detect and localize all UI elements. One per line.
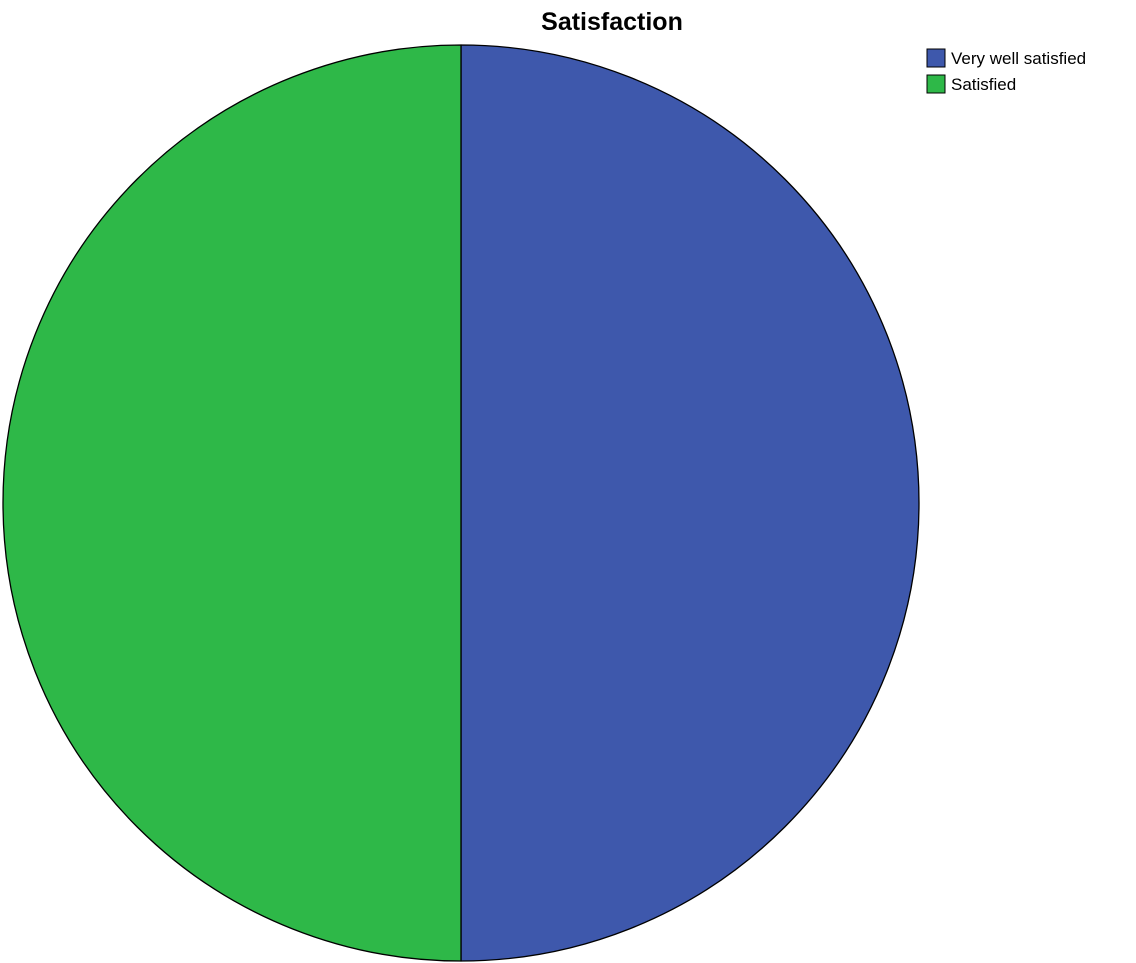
pie-slice-satisfied: [2, 44, 462, 962]
legend-label-very-well-satisfied: Very well satisfied: [951, 49, 1086, 68]
chart-title: Satisfaction: [541, 8, 683, 36]
legend-swatch-satisfied: [926, 74, 946, 94]
pie-slices: [2, 44, 920, 962]
legend-label-satisfied: Satisfied: [951, 75, 1016, 94]
legend-swatch-very-well-satisfied: [926, 48, 946, 68]
pie-slice-very-well-satisfied: [460, 44, 920, 962]
legend: Very well satisfied Satisfied: [926, 48, 1086, 94]
